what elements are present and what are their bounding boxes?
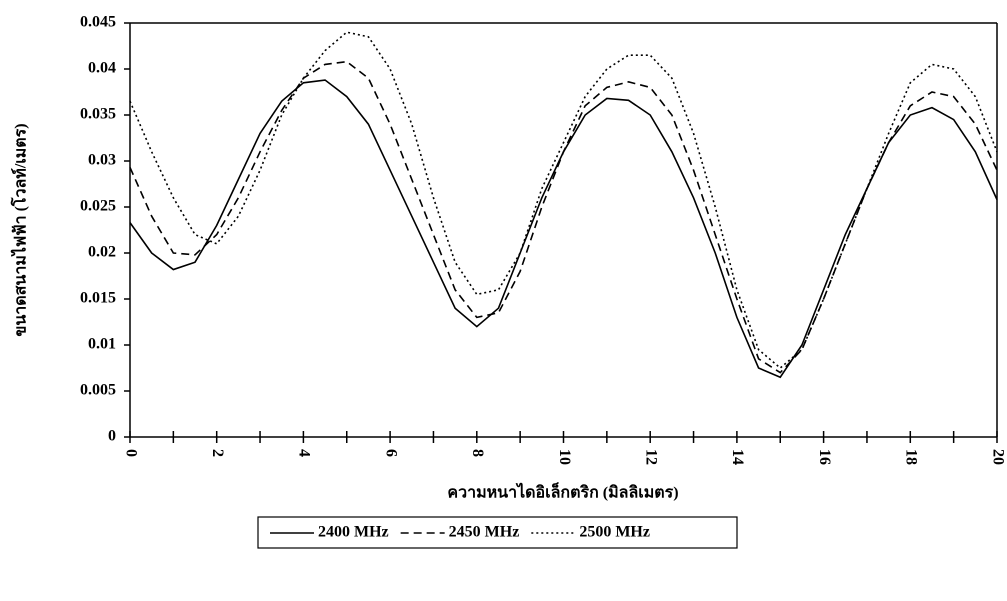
x-tick-label: 20 — [989, 449, 1006, 465]
y-tick-label: 0.025 — [80, 198, 116, 215]
x-tick-label: 6 — [382, 449, 399, 457]
y-tick-label: 0 — [108, 428, 116, 445]
y-tick-label: 0.03 — [88, 152, 116, 169]
y-tick-label: 0.005 — [80, 382, 116, 399]
legend-box — [257, 516, 738, 549]
y-tick-label: 0.035 — [80, 106, 116, 123]
legend-label: 2450 MHz — [449, 524, 520, 541]
y-tick-label: 0.02 — [88, 244, 116, 261]
legend-label: 2400 MHz — [318, 524, 389, 541]
x-axis-label: ความหนาไดอิเล็กตริก (มิลลิเมตร) — [447, 481, 678, 502]
legend-label: 2500 MHz — [579, 524, 650, 541]
series-line — [129, 31, 998, 370]
x-tick-label: 10 — [556, 449, 573, 465]
y-axis-label: ขนาดสนามไฟฟ้า (โวลท์/เมตร) — [10, 123, 30, 336]
x-tick-label: 16 — [816, 449, 833, 465]
series-line — [129, 60, 998, 374]
x-tick-label: 12 — [643, 449, 660, 465]
x-tick-label: 0 — [122, 449, 139, 457]
y-tick-label: 0.04 — [88, 60, 116, 77]
series-line — [129, 79, 998, 379]
y-tick-label: 0.015 — [80, 290, 116, 307]
x-tick-label: 14 — [729, 449, 746, 465]
y-tick-label: 0.01 — [88, 336, 116, 353]
x-tick-label: 18 — [903, 449, 920, 465]
x-tick-label: 8 — [469, 449, 486, 457]
y-tick-label: 0.045 — [80, 14, 116, 31]
x-tick-label: 2 — [209, 449, 226, 457]
x-tick-label: 4 — [296, 449, 313, 457]
